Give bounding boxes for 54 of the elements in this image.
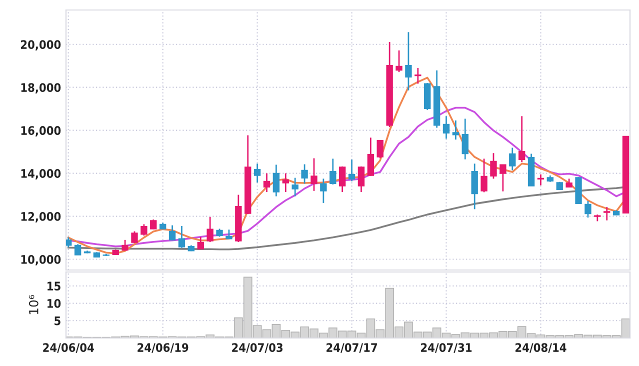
candlestick [338,166,346,193]
candlestick [301,164,308,184]
x-tick-label: 24/06/19 [138,343,188,353]
y-tick-label: 12,000 [21,212,61,222]
candlestick [330,158,336,186]
candlestick [442,115,450,140]
candlestick [140,224,148,236]
y-tick-label: 14,000 [21,169,61,180]
candlestick [206,216,214,243]
candlestick [197,236,204,250]
candlestick [292,177,298,197]
candlestick [518,115,526,163]
candlestick [396,50,402,73]
candlestick [66,236,72,248]
candlestick [367,136,374,177]
x-tick-label: 24/06/04 [43,343,94,353]
candlestick [471,162,478,210]
y-tick-label: 15 [48,282,60,291]
candlestick [490,152,497,180]
candlestick [320,178,327,204]
candlestick [452,120,460,140]
y-tick-label: 10 [48,298,61,308]
candlestick [272,164,280,197]
x-tick-label: 24/07/03 [232,343,283,353]
candlestick [282,172,289,193]
candlestick [254,162,261,184]
y-tick-label: 20,000 [20,40,61,51]
candlestick [509,147,516,171]
y-tick-label: 10,000 [21,254,61,266]
candlestick [376,139,384,159]
y-tick-label: 5 [54,316,60,326]
candlestick [263,172,270,193]
x-tick-label: 24/07/31 [421,343,472,353]
candlestick [584,200,592,218]
candlestick [168,224,176,242]
candlestick [74,244,82,256]
y-axis-title: 10⁶ [28,294,38,314]
candlestick [348,158,356,182]
x-tick-label: 24/08/14 [516,343,566,353]
candlestick [178,225,186,249]
candlestick [414,67,422,84]
candlestick [462,118,468,160]
x-tick-label: 24/07/17 [326,343,377,353]
candlestick [537,174,544,186]
candlestick [480,158,488,193]
candlestick [405,31,412,92]
candlestick [500,164,506,192]
y-tick-label: 16,000 [21,126,61,136]
candlestick [310,158,318,192]
candlestick [604,206,610,222]
candlestick [358,166,365,193]
candlestick [150,218,157,230]
y-tick-label: 18,000 [21,83,61,94]
candlestick [226,228,232,240]
